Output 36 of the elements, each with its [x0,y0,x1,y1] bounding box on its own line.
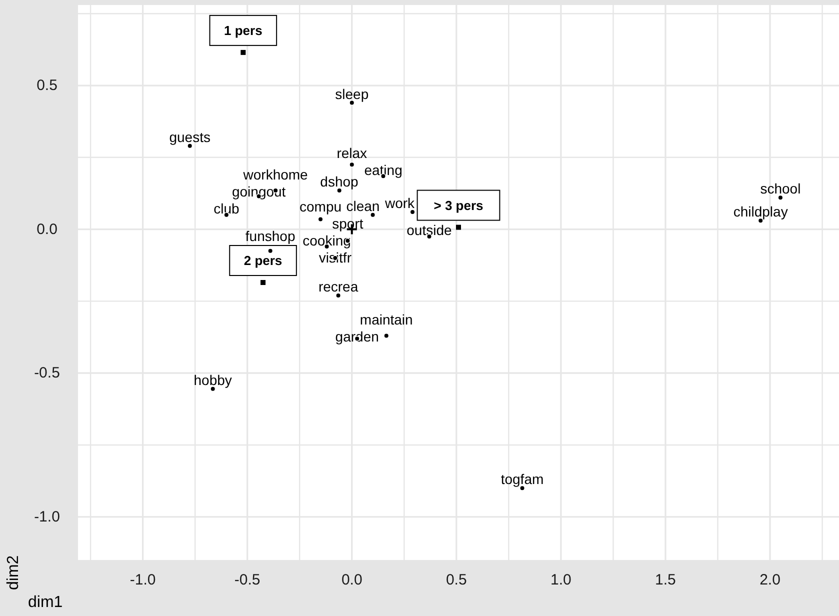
series-label: dshop [320,173,359,190]
series-label: sleep [335,86,369,102]
y-tick-label: 0.5 [36,77,58,94]
series-label: compu [300,198,342,215]
series-label: guests [169,128,210,145]
x-axis-title: dim1 [28,594,63,611]
series-label: garden [335,328,379,345]
x-tick-label: -0.5 [234,572,260,588]
series-label: 2 pers [244,253,282,268]
series-label: maintain [360,312,413,328]
series-label: workhome [242,166,308,183]
y-axis-title: dim2 [5,555,22,590]
series-label: relax [336,144,368,161]
series-label: club [214,200,240,217]
series-label: childplay [733,204,788,220]
x-tick-label: -1.0 [130,572,156,588]
series-label: 1 pers [224,22,262,38]
x-tick-label: 0.5 [446,572,467,588]
series-label: recrea [318,278,358,294]
series-label: funshop [245,228,296,244]
series-label: eating [364,162,402,178]
series-label: work [384,195,416,212]
x-tick-label: 1.0 [550,572,572,588]
series-label: togfam [500,471,544,488]
series-label: outside [406,222,452,238]
series-label: school [760,180,801,197]
x-tick-label: 1.5 [655,572,676,588]
x-tick-label: 0.0 [341,572,362,588]
series-label: clean [346,198,380,214]
series-label: > 3 pers [434,198,484,213]
y-tick-label: -0.5 [34,364,60,382]
y-tick-label: -1.0 [34,508,60,526]
x-tick-label: 2.0 [760,572,780,588]
series-label: hobby [194,372,232,388]
series-label: sport [332,216,364,232]
y-tick-label: 0.0 [36,220,58,238]
